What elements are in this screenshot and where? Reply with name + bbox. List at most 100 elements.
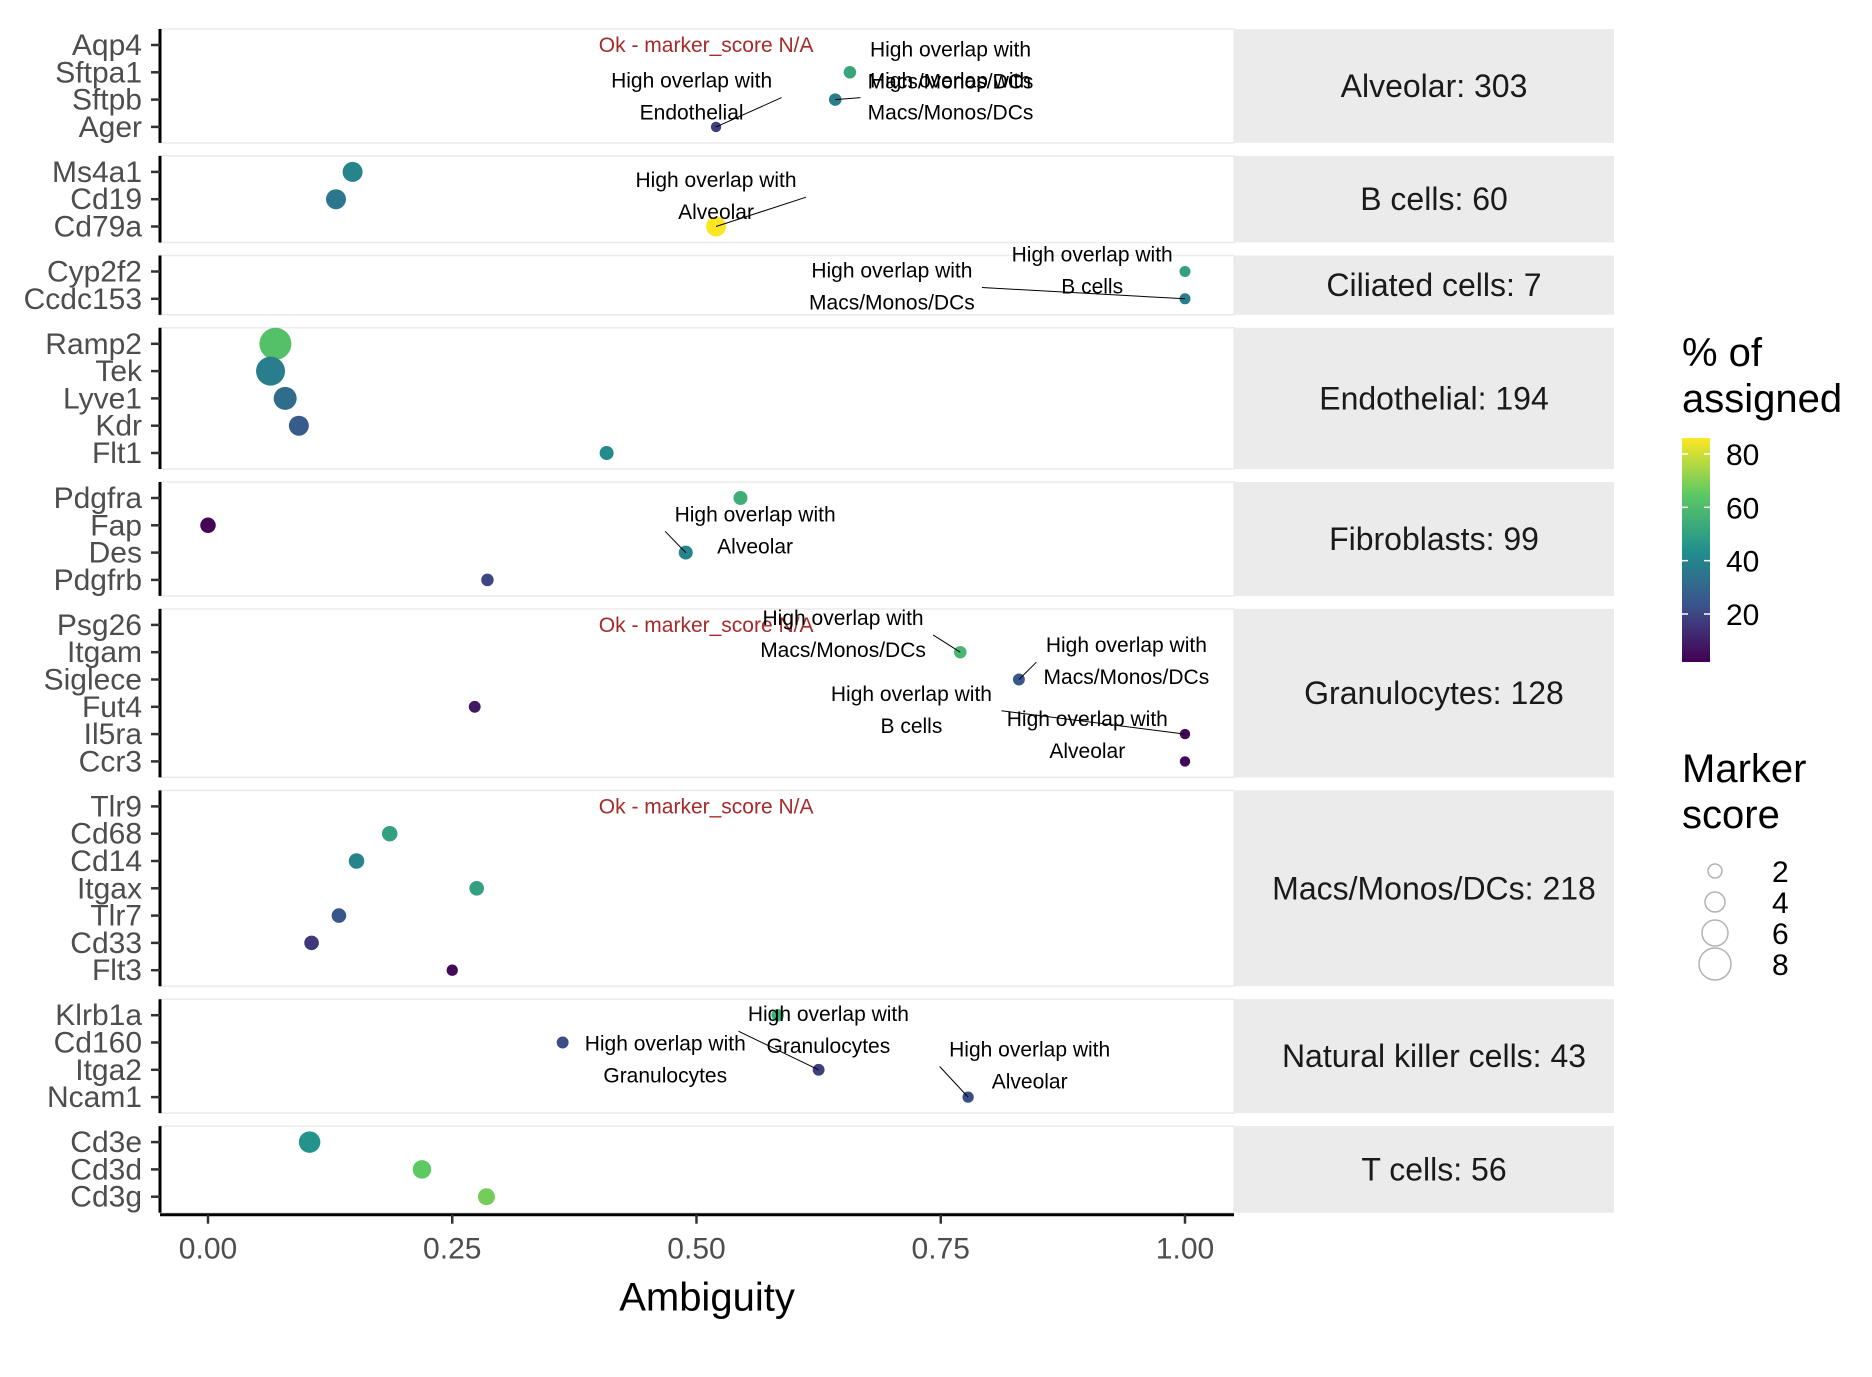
colorbar-tick-label: 60	[1726, 492, 1759, 525]
y-tick-label: Ccr3	[79, 745, 142, 778]
annotation-line: Endothelial	[640, 102, 744, 125]
annotation-leader	[939, 1066, 969, 1098]
y-tick-label: Cd3e	[70, 1126, 142, 1159]
panel-border	[159, 789, 1235, 987]
y-tick-label: Ager	[79, 111, 142, 144]
annotation-leader	[664, 530, 687, 553]
point-ccr3	[1179, 756, 1191, 767]
x-tick-label: 0.50	[667, 1233, 725, 1266]
panel-border	[159, 481, 1235, 597]
strip-background	[1234, 29, 1614, 143]
annotation-label: High overlap with Alveolar	[1007, 708, 1168, 763]
size-legend-key	[1698, 947, 1732, 981]
point-flt3	[446, 964, 458, 976]
strip-label: T cells: 56	[1361, 1151, 1506, 1187]
point-cd19	[325, 189, 346, 210]
y-tick-label: Tlr9	[90, 790, 142, 823]
panel-border	[159, 327, 1235, 470]
y-tick-label: Sftpa1	[55, 56, 142, 89]
annotation-line: B cells	[881, 715, 943, 738]
annotation-line: Alveolar	[992, 1071, 1068, 1094]
y-tick-label: Pdgfra	[54, 482, 143, 515]
point-cd68	[381, 825, 398, 842]
colorbar-tick-label: 80	[1726, 439, 1759, 472]
annotation-label: High overlap with Alveolar	[635, 169, 796, 224]
strip-background	[1234, 1126, 1614, 1213]
annotation-line: Macs/Monos/DCs	[868, 102, 1034, 125]
annotation-ok: Ok - marker_score N/A	[599, 795, 814, 818]
annotation-line: High overlap with	[870, 70, 1031, 93]
y-tick-label: Cd160	[54, 1027, 142, 1060]
strip-background	[1234, 155, 1614, 243]
strip-background	[1234, 790, 1614, 987]
strip-label: Alveolar: 303	[1341, 68, 1528, 104]
y-tick-label: Sftpb	[72, 84, 142, 117]
x-tick-label: 0.25	[423, 1233, 481, 1266]
y-tick-label: Itgam	[67, 636, 142, 669]
annotation-ok: Ok - marker_score N/A	[599, 34, 814, 57]
annotation-label: High overlap with Granulocytes	[748, 1003, 909, 1058]
size-legend-title: score	[1682, 793, 1780, 837]
y-tick-label: Cd79a	[54, 211, 143, 244]
annotation-label: High overlap with Granulocytes	[585, 1033, 746, 1088]
y-tick-label: Cd68	[70, 818, 142, 851]
annotation-leader	[715, 97, 782, 128]
y-tick-label: Des	[89, 537, 142, 570]
y-tick-label: Kdr	[95, 410, 142, 443]
size-legend-title: Marker	[1682, 747, 1806, 791]
annotation-label: High overlap with Alveolar	[949, 1039, 1110, 1094]
y-tick-label: Fut4	[82, 691, 142, 724]
annotation-line: High overlap with	[949, 1039, 1110, 1062]
annotation-line: Granulocytes	[767, 1035, 891, 1058]
point-itgax	[469, 881, 484, 896]
strip-background	[1234, 327, 1614, 469]
y-tick-label: Cyp2f2	[47, 256, 142, 289]
point-cd3e	[298, 1131, 321, 1153]
strip-label: Natural killer cells: 43	[1282, 1038, 1586, 1074]
y-tick-label: Ms4a1	[52, 156, 142, 189]
y-tick-label: Klrb1a	[55, 999, 142, 1032]
annotation-leader	[1018, 661, 1037, 680]
colorbar-tick-label: 40	[1726, 546, 1759, 579]
annotation-line: High overlap with	[1046, 634, 1207, 657]
annotation-label: High overlap with Macs/Monos/DCs	[868, 38, 1034, 93]
annotation-line: Granulocytes	[603, 1065, 727, 1088]
x-tick-label: 1.00	[1156, 1233, 1214, 1266]
size-legend-label: 6	[1772, 918, 1789, 951]
y-tick-label: Ccdc153	[24, 283, 142, 316]
point-klrb1a	[771, 1008, 784, 1022]
annotation-ok: Ok - marker_score N/A	[599, 614, 814, 637]
size-legend-label: 8	[1772, 949, 1789, 982]
point-pdgfra	[733, 491, 748, 505]
point-cd14	[348, 853, 365, 869]
x-tick-label: 0.75	[912, 1233, 970, 1266]
strip-label: Macs/Monos/DCs: 218	[1272, 870, 1596, 906]
point-ager	[710, 121, 722, 133]
y-tick-label: Cd14	[70, 845, 142, 878]
annotation-line: High overlap with	[870, 38, 1031, 61]
strip-label: Granulocytes: 128	[1304, 675, 1564, 711]
y-tick-label: Cd3d	[70, 1153, 142, 1186]
size-legend-label: 4	[1772, 887, 1789, 920]
point-tek	[256, 356, 286, 386]
annotation-line: Macs/Monos/DCs	[809, 292, 975, 315]
annotation-leader	[715, 196, 807, 227]
strip-background	[1234, 482, 1614, 596]
size-legend-label: 2	[1772, 856, 1789, 889]
x-tick-label: 0.00	[179, 1233, 237, 1266]
annotation-line: Alveolar	[717, 535, 793, 558]
annotation-line: High overlap with	[675, 503, 836, 526]
annotation-line: High overlap with	[831, 683, 992, 706]
annotation-label: High overlap with Macs/Monos/DCs	[760, 607, 926, 662]
y-tick-label: Siglece	[44, 664, 142, 697]
y-tick-label: Lyve1	[63, 382, 142, 415]
y-tick-label: Ramp2	[45, 328, 142, 361]
annotation-line: Alveolar	[678, 201, 754, 224]
y-tick-label: Cd19	[70, 183, 142, 216]
panel-natural-killer-cells-43: Natural killer cells: 43 Klrb1aCd160Itga2…	[47, 998, 1614, 1114]
strip-background	[1234, 608, 1614, 778]
